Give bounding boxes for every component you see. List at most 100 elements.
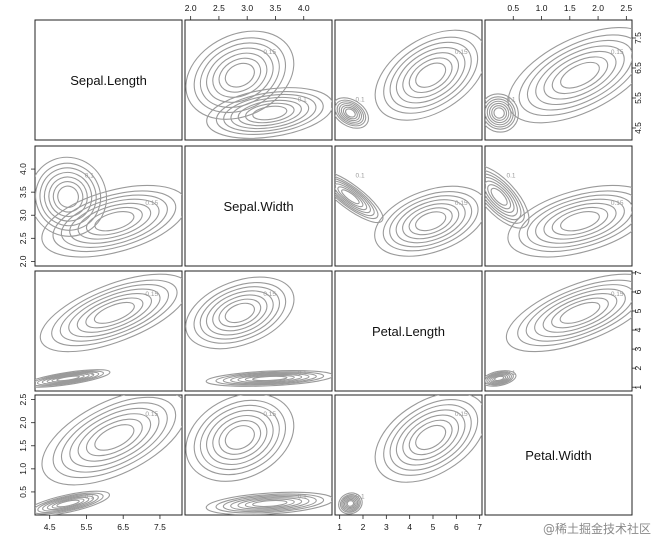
contour-line [205,290,274,336]
contour-line [193,282,287,344]
contour-label: 0.15 [611,200,624,207]
contour-line [485,180,515,213]
contour-line [389,404,472,471]
contour-line [37,493,99,513]
contour-line [46,373,90,384]
contour-line [56,375,80,382]
contour-line [237,497,303,510]
panel-frame [484,145,633,267]
tick-label: 4.0 [18,163,28,175]
panel-petal-width-vs-sepal-width: 0.1 0.15 [184,394,333,516]
contour-line [345,498,356,509]
left-axis-sepal-width: 2.0 2.5 3.0 3.5 4.0 [18,163,35,267]
contour-line [185,276,295,350]
contour-line [342,106,358,120]
panel-frame [184,19,333,141]
contour-line [535,198,625,244]
contour-line [485,176,518,217]
contour-line [485,164,530,229]
contour-line [415,62,447,88]
contour-line [485,93,519,133]
contour-line [41,395,182,486]
panel-sepal-length-vs-sepal-length: Sepal.Length [34,19,183,141]
contour-line [51,279,178,347]
panel-petal-width-vs-petal-length: 0.1 0.15 [334,394,483,516]
contour-line [395,409,466,466]
bottom-axis-petal-length: 1 2 3 4 5 6 7 [337,515,482,532]
contour-label: 0.15 [455,411,468,418]
tick-label: 1 [633,385,643,390]
contour-line [383,399,479,476]
contour-label: 0.1 [506,370,515,377]
contour-line [535,45,625,106]
tick-label: 4 [633,327,643,332]
contour-line [76,292,152,333]
contour-line [48,176,88,218]
contour-line [230,496,310,511]
tick-label: 7.5 [154,522,166,532]
contour-line [212,414,268,460]
contour-line [534,288,626,338]
contour-line [185,395,295,482]
contour-line [205,491,332,515]
diagonal-label: Sepal.Length [70,73,147,88]
tick-label: 4 [407,522,412,532]
contour-line [560,211,600,232]
contour-line [69,198,160,244]
contour-line [222,494,317,513]
contour-line [222,372,317,385]
contour-line [252,105,288,121]
tick-label: 5.5 [81,522,93,532]
contour-line [402,52,459,99]
panel-petal-length-vs-sepal-length: 0.1 0.15 [34,270,183,392]
tick-label: 2.0 [18,417,28,429]
contour-line [543,50,617,100]
panel-frame [484,394,633,516]
contour-label: 0.15 [611,49,624,56]
contour-line [408,57,453,94]
contour-line [335,174,379,220]
contour-line [343,497,357,510]
contour-line [389,41,472,109]
tick-label: 0.5 [18,486,28,498]
tick-label: 7 [633,270,643,275]
tick-label: 6.5 [633,62,643,74]
contour-label: 0.15 [145,291,158,298]
contour-line [341,495,360,512]
contour-line [224,302,255,324]
contour-line [526,194,632,248]
contour-line [230,373,310,384]
contour-line [486,100,512,126]
tick-label: 3.5 [18,186,28,198]
contour-line [415,424,447,451]
contour-line [35,370,105,387]
contour-line [224,62,255,88]
tick-label: 7.5 [633,32,643,44]
contour-line [85,206,143,236]
contour-line [395,46,466,104]
contour-line [215,91,324,135]
panel-frame [184,145,333,267]
contour-line [212,294,268,332]
contour-line [551,297,609,329]
contour-line [193,37,287,114]
panel-petal-length-vs-petal-width: 0.1 0.15 [484,270,633,392]
tick-label: 4.5 [44,522,56,532]
contour-line [218,57,262,93]
contour-line [338,492,363,515]
contour-line [338,103,363,123]
tick-label: 3.0 [18,209,28,221]
left-axis-petal-width: 0.5 1.0 1.5 2.0 2.5 [18,393,35,498]
contour-line [185,30,295,120]
contour-line [507,27,632,124]
contour-line [237,373,303,383]
contour-line [59,284,170,342]
contour-line [551,206,609,236]
contour-label: 0.15 [611,291,624,298]
contour-line [36,371,100,386]
contour-line [344,108,356,118]
contour-line [494,375,505,382]
contour-line [485,169,525,224]
contour-line [51,498,85,509]
contour-line [339,494,361,513]
